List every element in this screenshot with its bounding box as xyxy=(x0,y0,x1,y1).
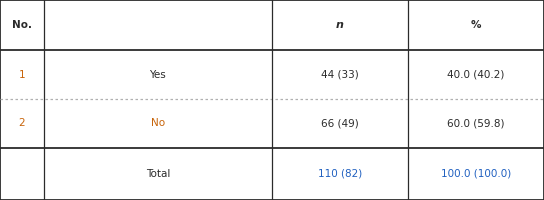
Text: 2: 2 xyxy=(18,118,25,129)
Text: 44 (33): 44 (33) xyxy=(321,70,359,80)
Text: 60.0 (59.8): 60.0 (59.8) xyxy=(447,118,505,129)
Text: No.: No. xyxy=(12,20,32,30)
Text: 1: 1 xyxy=(18,70,25,80)
Text: No: No xyxy=(151,118,165,129)
Text: 40.0 (40.2): 40.0 (40.2) xyxy=(447,70,505,80)
Text: 100.0 (100.0): 100.0 (100.0) xyxy=(441,169,511,179)
Text: Yes: Yes xyxy=(150,70,166,80)
Text: %: % xyxy=(471,20,481,30)
Text: n: n xyxy=(336,20,344,30)
Text: Total: Total xyxy=(146,169,170,179)
Text: 66 (49): 66 (49) xyxy=(321,118,359,129)
Text: 110 (82): 110 (82) xyxy=(318,169,362,179)
